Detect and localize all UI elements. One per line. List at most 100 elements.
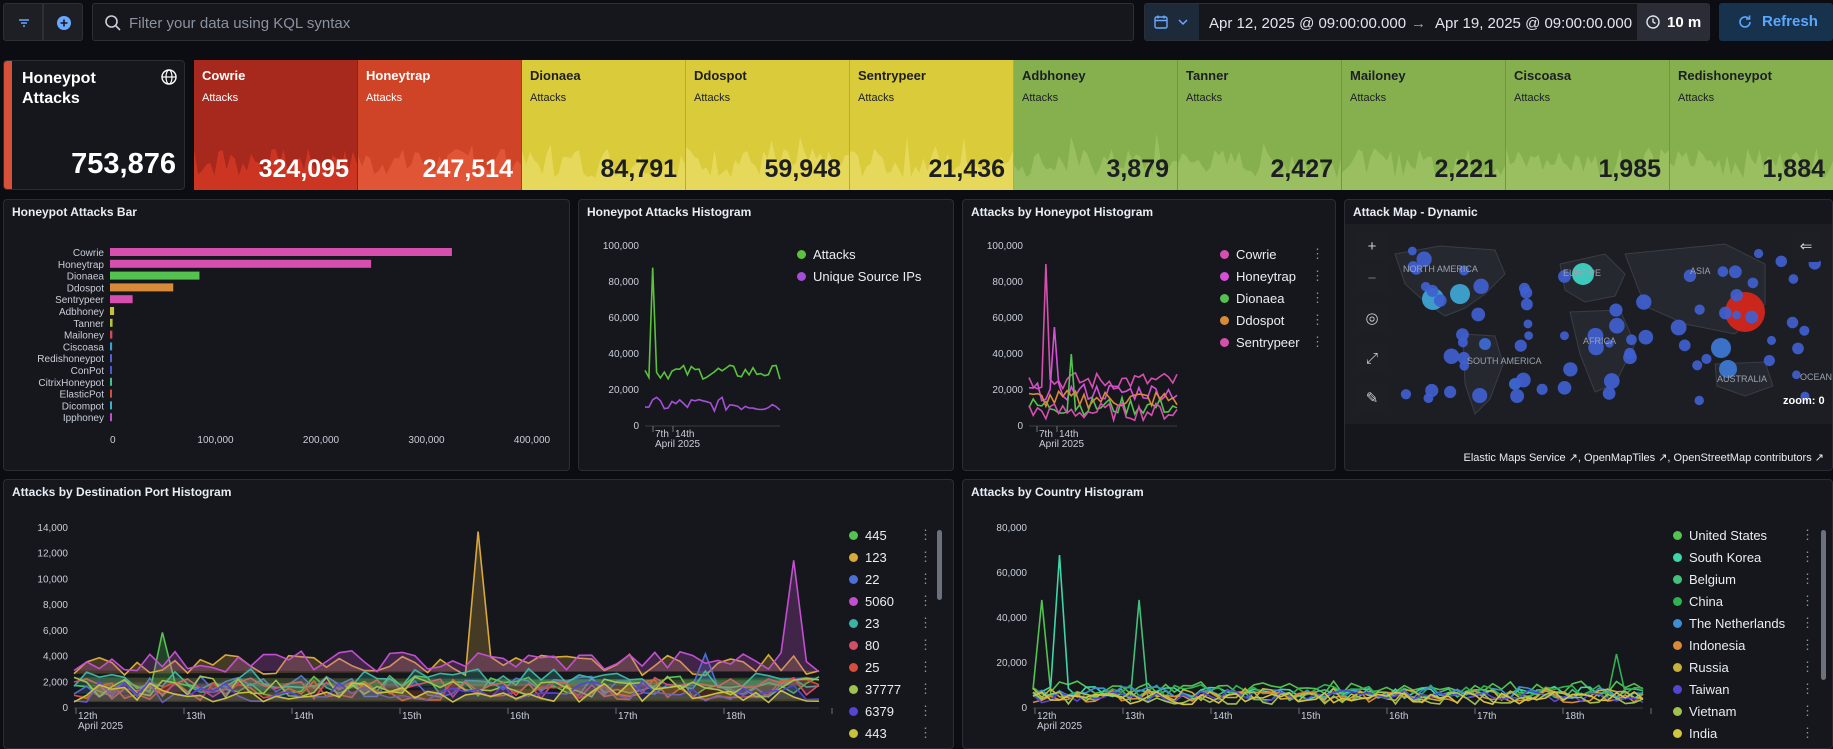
bar[interactable] xyxy=(110,389,112,398)
bar[interactable] xyxy=(110,377,112,386)
attack-source-dot[interactable] xyxy=(1587,327,1604,344)
attack-source-dot[interactable] xyxy=(1753,248,1764,259)
legend-options-icon[interactable]: ⋮ xyxy=(1801,571,1814,586)
series-line[interactable] xyxy=(73,679,820,704)
legend-item[interactable]: Indonesia xyxy=(1673,638,1745,653)
attack-source-dot[interactable] xyxy=(1788,274,1799,284)
legend-options-icon[interactable]: ⋮ xyxy=(1311,334,1324,349)
legend-options-icon[interactable]: ⋮ xyxy=(1801,527,1814,542)
attack-source-dot[interactable] xyxy=(1792,370,1801,380)
legend-item[interactable]: 443 xyxy=(849,726,887,741)
legend-options-icon[interactable]: ⋮ xyxy=(1801,703,1814,718)
attack-source-dot[interactable] xyxy=(1683,269,1697,283)
attack-source-dot[interactable] xyxy=(1701,353,1712,364)
attack-source-dot[interactable] xyxy=(1510,389,1525,404)
legend-scrollbar[interactable] xyxy=(1821,530,1826,680)
attack-source-dot[interactable] xyxy=(1524,331,1533,340)
legend-item[interactable]: Russia xyxy=(1673,660,1729,675)
bar[interactable] xyxy=(110,271,200,280)
attack-source-dot[interactable] xyxy=(1400,389,1412,400)
attack-source-dot[interactable] xyxy=(1799,325,1810,336)
series-line[interactable] xyxy=(73,681,820,704)
legend-options-icon[interactable]: ⋮ xyxy=(1311,312,1324,327)
attack-source-dot[interactable] xyxy=(1763,354,1775,367)
bar[interactable] xyxy=(110,330,113,339)
attack-source-dot[interactable] xyxy=(1557,380,1572,395)
world-map[interactable]: NORTH AMERICA EUROPE ASIA AFRICA SOUTH A… xyxy=(1345,224,1833,424)
attack-source-dot[interactable] xyxy=(1420,281,1431,292)
attribution-link-openmaptiles[interactable]: OpenMapTiles xyxy=(1584,452,1656,464)
legend-item[interactable]: Dionaea xyxy=(1220,291,1284,306)
attack-source-dot[interactable] xyxy=(1458,265,1470,276)
series-line[interactable] xyxy=(645,395,781,414)
attack-source-dot[interactable] xyxy=(1472,387,1488,404)
attack-source-dot[interactable] xyxy=(1670,319,1687,336)
attack-source-dot[interactable] xyxy=(1407,261,1419,273)
attack-source-dot[interactable] xyxy=(1711,338,1731,358)
metric-tile-tanner[interactable]: Tanner Attacks 2,427 xyxy=(1178,60,1342,190)
legend-options-icon[interactable]: ⋮ xyxy=(919,593,932,608)
attack-source-dot[interactable] xyxy=(1450,284,1470,304)
attack-source-dot[interactable] xyxy=(1443,348,1460,365)
legend-options-icon[interactable]: ⋮ xyxy=(919,527,932,542)
attack-source-dot[interactable] xyxy=(1588,339,1604,356)
attack-source-dot[interactable] xyxy=(1416,251,1432,267)
legend-item[interactable]: 25 xyxy=(849,660,879,675)
legend-item[interactable]: 123 xyxy=(849,550,887,565)
series-line[interactable] xyxy=(1032,691,1644,706)
attack-source-dot[interactable] xyxy=(1638,329,1654,345)
legend-options-icon[interactable]: ⋮ xyxy=(919,549,932,564)
metric-tile-ddospot[interactable]: Ddospot Attacks 59,948 xyxy=(686,60,850,190)
attack-source-dot[interactable] xyxy=(1520,298,1533,311)
metric-tile-honeytrap[interactable]: Honeytrap Attacks 247,514 xyxy=(358,60,522,190)
legend-item[interactable]: South Korea xyxy=(1673,550,1761,565)
fullscreen-button[interactable]: ⤢ xyxy=(1357,344,1387,374)
attack-source-dot[interactable] xyxy=(1717,266,1729,277)
series-line[interactable] xyxy=(1028,389,1178,410)
start-date[interactable]: Apr 12, 2025 @ 09:00:00.000 xyxy=(1209,15,1407,32)
metric-tile-adbhoney[interactable]: Adbhoney Attacks 3,879 xyxy=(1014,60,1178,190)
metric-tile-cowrie[interactable]: Cowrie Attacks 324,095 xyxy=(194,60,358,190)
attack-source-dot[interactable] xyxy=(1602,386,1616,400)
legend-item[interactable]: Belgium xyxy=(1673,572,1736,587)
locate-button[interactable]: ◎ xyxy=(1357,304,1387,334)
attack-source-dot[interactable] xyxy=(1444,385,1457,399)
attack-source-dot[interactable] xyxy=(1407,246,1417,256)
legend-options-icon[interactable]: ⋮ xyxy=(1311,246,1324,261)
attack-source-dot[interactable] xyxy=(1479,338,1491,350)
bar[interactable] xyxy=(110,248,452,256)
attack-source-dot[interactable] xyxy=(1800,391,1810,401)
series-line[interactable] xyxy=(1032,599,1644,703)
attack-source-dot[interactable] xyxy=(1786,316,1799,329)
attack-source-dot[interactable] xyxy=(1457,351,1470,365)
legend-options-icon[interactable]: ⋮ xyxy=(1801,659,1814,674)
legend-options-icon[interactable]: ⋮ xyxy=(1801,637,1814,652)
attack-source-dot[interactable] xyxy=(1623,350,1637,365)
series-line[interactable] xyxy=(1032,599,1644,695)
bar[interactable] xyxy=(110,401,112,410)
series-line[interactable] xyxy=(1028,326,1178,403)
series-line[interactable] xyxy=(1028,263,1178,391)
kql-search-input[interactable] xyxy=(129,13,1109,33)
attack-source-dot[interactable] xyxy=(1719,360,1737,378)
legend-options-icon[interactable]: ⋮ xyxy=(919,637,932,652)
metric-tile-dionaea[interactable]: Dionaea Attacks 84,791 xyxy=(522,60,686,190)
legend-item[interactable]: 6379 xyxy=(849,704,894,719)
attack-source-dot[interactable] xyxy=(1694,395,1704,406)
attack-source-dot[interactable] xyxy=(1603,373,1620,389)
legend-options-icon[interactable]: ⋮ xyxy=(1311,268,1324,283)
add-filter-button[interactable] xyxy=(43,3,83,41)
attack-source-dot[interactable] xyxy=(1536,383,1548,395)
legend-item[interactable]: United States xyxy=(1673,528,1767,543)
series-line[interactable] xyxy=(73,531,820,677)
layer-control-button[interactable]: ⇐ xyxy=(1791,232,1821,262)
legend-item[interactable]: Sentrypeer xyxy=(1220,335,1300,350)
attack-source-dot[interactable] xyxy=(1775,255,1788,268)
bar[interactable] xyxy=(110,342,113,351)
attack-source-dot[interactable] xyxy=(1719,306,1732,320)
series-line[interactable] xyxy=(1032,690,1644,706)
series-line[interactable] xyxy=(1032,653,1644,699)
legend-options-icon[interactable]: ⋮ xyxy=(919,571,932,586)
legend-options-icon[interactable]: ⋮ xyxy=(1311,290,1324,305)
attack-source-dot[interactable] xyxy=(1747,277,1759,289)
